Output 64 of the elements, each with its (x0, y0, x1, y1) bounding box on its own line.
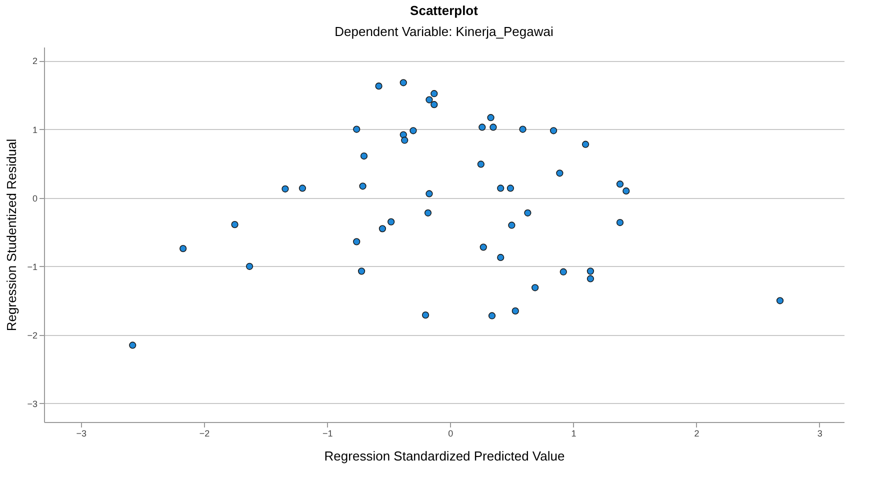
point (616, 180, 624, 188)
point (508, 222, 516, 229)
point (426, 190, 433, 198)
point (582, 140, 590, 148)
point (532, 284, 539, 292)
point (490, 124, 497, 131)
point (480, 244, 487, 251)
x-tick-label: −2 (199, 428, 210, 438)
point (524, 209, 532, 216)
x-tick-label: 3 (817, 428, 822, 438)
point (282, 185, 289, 192)
x-tick-label: −3 (76, 428, 87, 438)
point (378, 225, 386, 232)
y-tick-label: −2 (27, 330, 38, 340)
point (388, 218, 395, 226)
point (586, 275, 594, 282)
point (180, 245, 187, 252)
point (556, 170, 564, 177)
point (776, 297, 784, 304)
point (298, 184, 306, 192)
point (430, 101, 438, 108)
y-tick-label: 0 (32, 193, 38, 204)
point (231, 221, 238, 228)
point (401, 136, 408, 144)
point (359, 182, 366, 190)
point (586, 268, 594, 275)
y-tick-label: −3 (27, 398, 38, 409)
point (478, 124, 486, 131)
point (375, 82, 382, 90)
point (488, 312, 496, 320)
point (550, 127, 558, 134)
point (353, 126, 360, 133)
point (512, 307, 519, 314)
y-tick-label: −1 (27, 262, 38, 272)
y-tick-label: 2 (32, 56, 38, 66)
point (560, 268, 567, 276)
chart-subtitle: Dependent Variable: Kinerja_Pegawai (334, 24, 554, 39)
point (487, 114, 494, 122)
y-tick-label: 1 (32, 124, 38, 135)
point (497, 254, 504, 262)
point (422, 311, 430, 319)
point (358, 268, 366, 275)
point (506, 184, 514, 192)
point (246, 262, 254, 270)
x-tick-label: 1 (571, 428, 576, 438)
point (426, 96, 433, 104)
point (129, 342, 136, 349)
point (353, 238, 360, 246)
point (519, 126, 526, 133)
x-tick-label: 0 (448, 428, 454, 438)
x-tick-label: −1 (322, 428, 333, 438)
x-axis-title: Regression Standardized Predicted Value (324, 448, 565, 464)
point (410, 127, 417, 134)
y-axis-title: Regression Studentized Residual (4, 138, 20, 332)
point (622, 187, 630, 195)
point (360, 152, 368, 160)
chart-title: Scatterplot (410, 3, 479, 18)
point (616, 218, 624, 226)
point (400, 79, 407, 86)
point (430, 90, 438, 98)
point (477, 160, 484, 168)
x-tick-label: 2 (694, 428, 700, 438)
point (424, 209, 432, 216)
point (497, 184, 504, 192)
